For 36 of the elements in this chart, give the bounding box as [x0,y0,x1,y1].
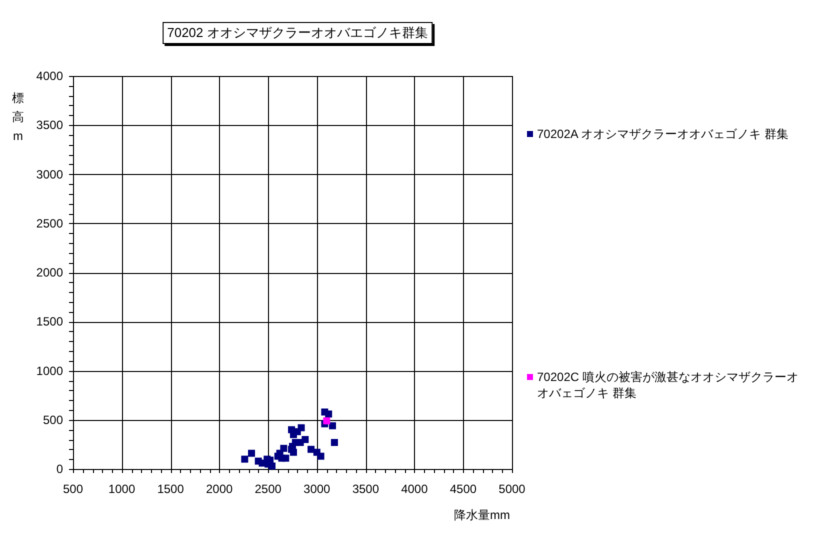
chart-title: 70202 オオシマザクラーオオバエゴノキ群集 [162,22,433,44]
y-axis-title: 標高m [11,90,25,145]
x-tick-label: 2000 [206,482,234,496]
point [329,422,336,430]
x-tick-label: 3000 [304,482,331,496]
y-tick-label: 2000 [36,266,64,280]
x-tick-label: 3500 [352,482,380,496]
x-tick-label: 500 [62,482,84,496]
point [241,456,248,463]
x-tick-label: 4500 [450,482,477,496]
legend-label: 70202A オオシマザクラーオオバェゴノキ 群集 [537,126,790,142]
x-tick-label: 4000 [401,482,428,496]
x-tick-label: 1000 [108,482,136,496]
x-tick-label: 2500 [254,482,282,496]
point [308,446,315,453]
point [323,417,330,424]
legend-label: 70202C 噴火の被害が激甚なオオシマザクラーオオバェゴノキ 群集 [537,368,800,400]
x-tick-label: 1500 [157,482,184,496]
point [330,438,338,446]
point [325,410,332,418]
y-tick-label: 500 [42,412,64,427]
y-tick-label: 3500 [36,118,64,132]
point [302,436,309,444]
x-tick-label: 5000 [498,482,526,496]
x-axis-title: 降水量mm [454,508,510,522]
point [317,452,324,460]
point [280,444,288,452]
y-tick-label: 4000 [36,69,64,83]
y-tick-label: 1500 [36,314,64,329]
y-tick-label: 0 [56,462,64,476]
point [290,448,297,456]
point [298,424,305,432]
y-tick-label: 3000 [36,167,64,182]
y-tick-label: 2500 [36,216,64,230]
y-tick-label: 1000 [36,364,64,378]
point [248,450,256,457]
